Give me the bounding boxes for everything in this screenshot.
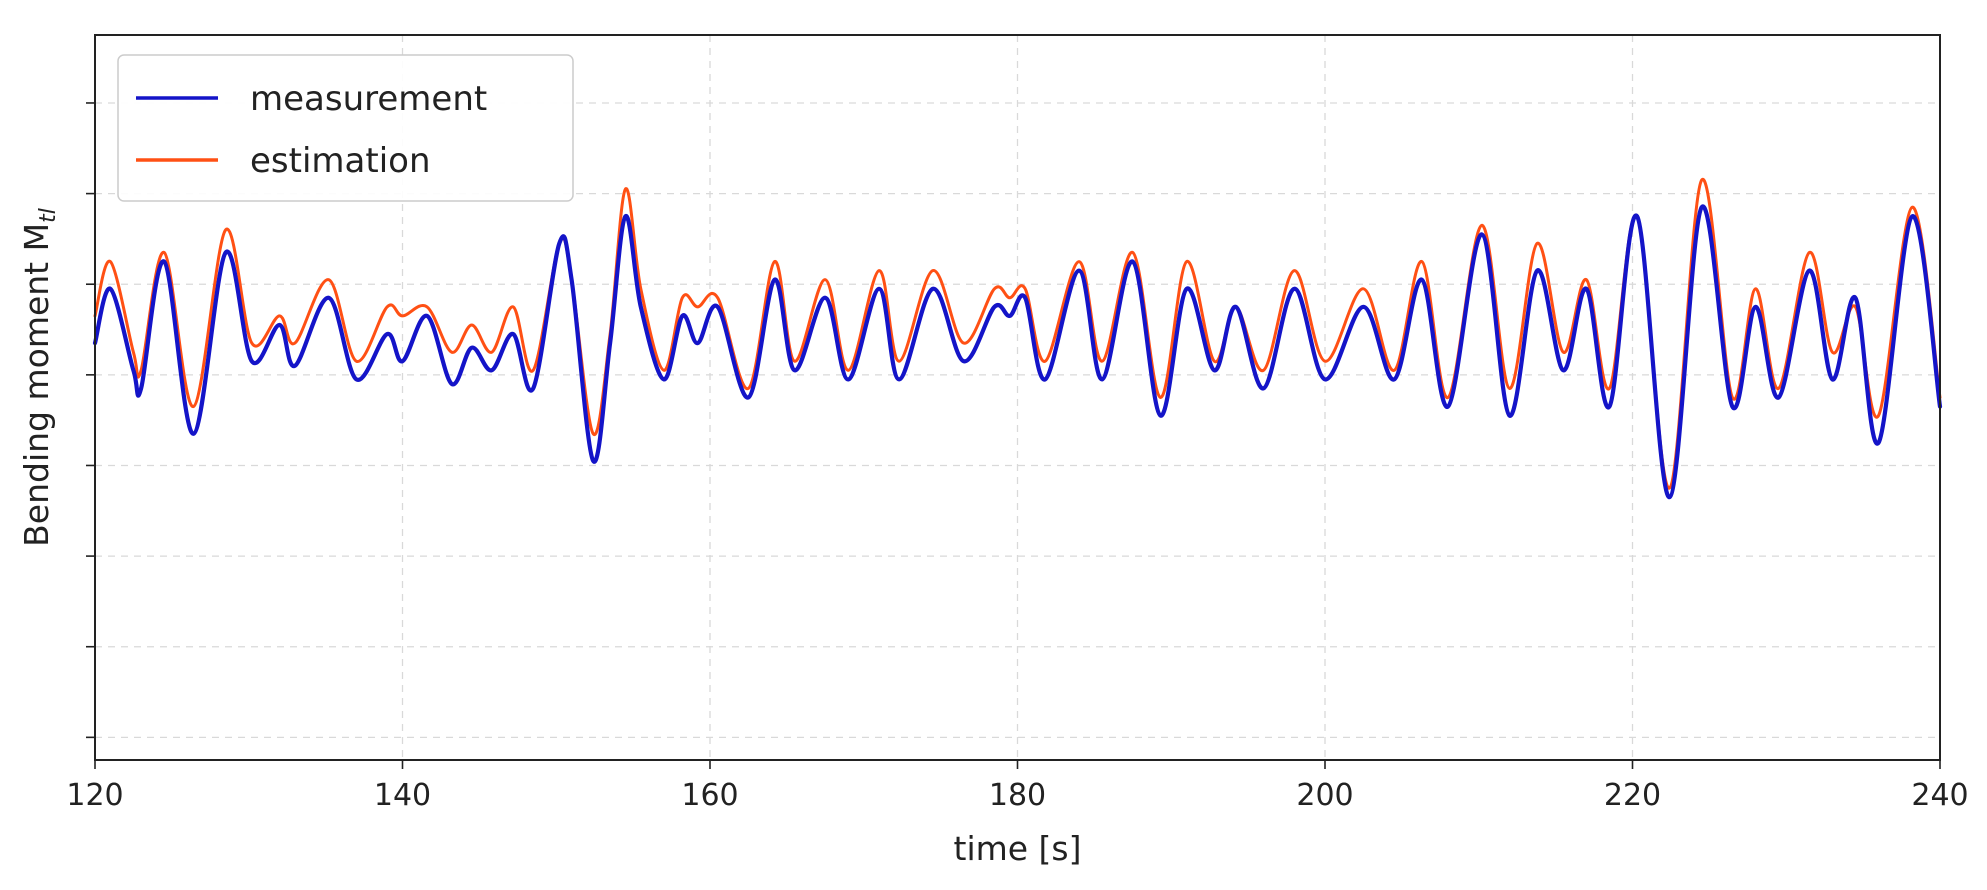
x-tick-label: 220 [1604,778,1661,813]
x-tick-label: 120 [66,778,123,813]
y-axis-label-main: Bending moment M [17,223,56,547]
axis-ticks: 120 140 160 180 200 220 240 [66,102,1969,813]
x-tick-label: 160 [681,778,738,813]
grid [95,35,1940,760]
x-tick-label: 240 [1911,778,1968,813]
x-tick-label: 140 [374,778,431,813]
legend: measurement estimation [117,54,574,202]
legend-label-estimation: estimation [250,141,431,181]
x-tick-label: 200 [1296,778,1353,813]
legend-label-measurement: measurement [250,79,487,119]
series-line-measurement [92,204,1943,500]
y-axis-label-subscript: tl [36,208,61,223]
y-axis-label: Bending moment Mtl [17,208,61,547]
series-lines [92,178,1943,500]
legend-box [117,54,574,202]
x-tick-label: 180 [989,778,1046,813]
x-axis-label: time [s] [954,829,1082,868]
